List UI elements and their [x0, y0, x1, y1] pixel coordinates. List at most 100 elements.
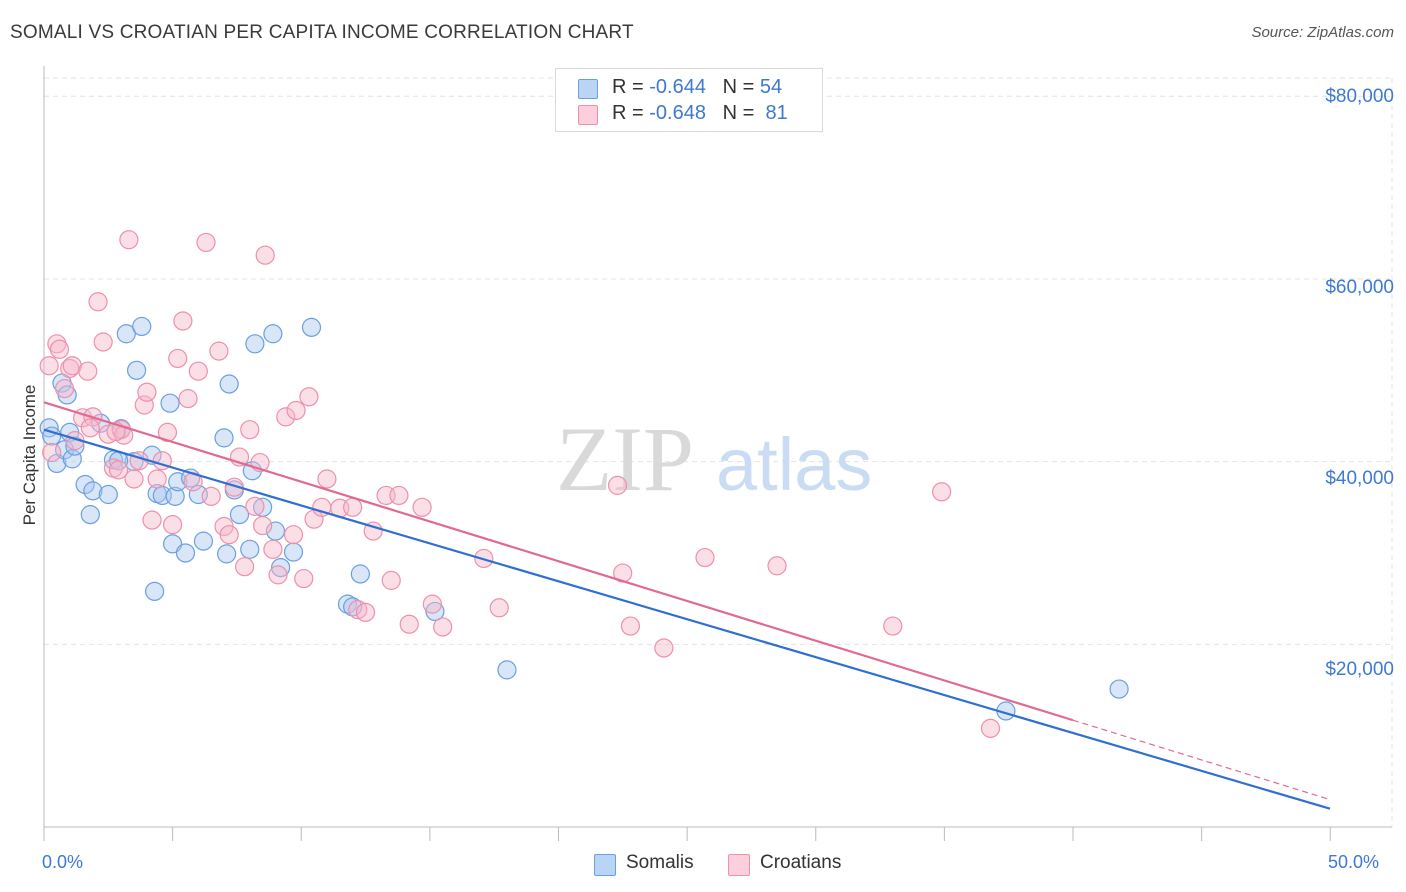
data-point-croatians [620, 616, 641, 636]
data-point-croatians [283, 525, 304, 545]
y-tick-label: $20,000 [1325, 659, 1394, 680]
legend-n-label: N = [722, 102, 760, 124]
data-point-croatians [39, 356, 59, 376]
data-point-croatians [348, 600, 368, 620]
data-point-croatians [108, 460, 129, 480]
data-point-croatians [363, 521, 383, 541]
data-point-croatians [163, 515, 183, 535]
data-point-somalis [126, 360, 147, 380]
source-label: Source: ZipAtlas.com [1251, 24, 1394, 41]
legend-n-value: 81 [759, 102, 788, 124]
y-axis-label: Per Capita Income [20, 384, 39, 526]
watermark-atlas: atlas [716, 423, 872, 506]
data-point-somalis [144, 581, 165, 601]
y-tick-label: $80,000 [1325, 86, 1394, 107]
data-point-somalis [283, 542, 304, 562]
data-point-somalis [1109, 679, 1129, 699]
legend-swatch-somalis [594, 854, 616, 876]
grid-lines [44, 77, 1393, 827]
legend-r-label: R = [612, 76, 650, 98]
data-point-somalis [217, 544, 237, 564]
legend-r-value: -0.644 [649, 76, 706, 98]
data-point-croatians [124, 469, 144, 489]
y-tick-label: $40,000 [1325, 468, 1394, 489]
data-point-somalis [132, 316, 152, 337]
data-point-croatians [980, 718, 1001, 738]
trend-line-croatians [43, 401, 1074, 722]
data-point-croatians [654, 638, 674, 658]
watermark-zip: ZIP [556, 408, 694, 510]
data-point-croatians [399, 614, 419, 634]
x-tick-label-max: 50.0% [1328, 852, 1380, 872]
data-point-croatians [286, 400, 306, 421]
data-point-croatians [168, 348, 188, 369]
legend-row-somalis: R = -0.644 N = 54 [578, 76, 782, 100]
data-point-somalis [425, 601, 445, 622]
data-point-croatians [129, 451, 149, 471]
correlation-legend: R = -0.644 N = 54 R = -0.648 N = 81 [555, 68, 823, 132]
data-point-croatians [422, 594, 442, 614]
data-point-croatians [188, 361, 208, 381]
data-point-croatians [42, 442, 62, 463]
data-point-somalis [168, 472, 188, 492]
data-point-croatians [381, 570, 401, 590]
data-point-croatians [932, 482, 952, 502]
data-point-somalis [214, 428, 234, 448]
axes [43, 66, 1392, 841]
data-point-croatians [607, 475, 628, 495]
data-point-somalis [263, 324, 283, 344]
data-point-somalis [337, 594, 358, 614]
data-point-croatians [489, 598, 509, 618]
data-point-somalis [219, 374, 239, 394]
data-point-croatians [245, 496, 265, 516]
data-point-croatians [883, 616, 903, 636]
data-point-croatians [695, 547, 715, 568]
data-point-croatians [255, 245, 275, 265]
data-point-croatians [235, 557, 255, 577]
data-point-somalis [83, 481, 103, 501]
y-tick-label: $60,000 [1325, 277, 1394, 298]
legend-r-value: -0.648 [649, 102, 706, 124]
data-point-croatians [389, 485, 409, 506]
data-point-croatians [343, 497, 363, 517]
data-point-somalis [160, 393, 180, 413]
data-point-croatians [433, 617, 453, 637]
data-point-croatians [767, 556, 787, 576]
data-point-croatians [355, 602, 376, 622]
data-point-somalis [175, 543, 196, 563]
data-point-somalis [229, 505, 250, 525]
data-point-croatians [317, 469, 337, 489]
data-point-somalis [98, 484, 118, 505]
x-tick-label-min: 0.0% [42, 852, 84, 872]
data-point-croatians [80, 418, 100, 438]
data-point-croatians [240, 420, 260, 440]
legend-row-croatians: R = -0.648 N = 81 [578, 102, 788, 126]
data-point-somalis [65, 436, 85, 456]
data-point-somalis [75, 474, 95, 495]
data-point-croatians [253, 515, 273, 536]
data-point-croatians [78, 361, 98, 381]
data-point-croatians [142, 510, 162, 530]
data-point-somalis [497, 660, 517, 680]
data-point-somalis [271, 557, 291, 578]
legend-label-somalis: Somalis [626, 852, 694, 873]
data-point-croatians [119, 230, 139, 250]
data-point-croatians [224, 477, 244, 497]
data-point-croatians [173, 311, 193, 331]
data-point-croatians [54, 378, 75, 399]
data-point-somalis [193, 531, 214, 551]
legend-r-label: R = [612, 102, 650, 124]
data-point-croatians [196, 232, 216, 253]
data-point-croatians [93, 332, 113, 352]
data-point-croatians [299, 387, 319, 407]
data-point-croatians [98, 424, 118, 444]
watermark: ZIP atlas [556, 408, 872, 510]
legend-label-croatians: Croatians [760, 852, 842, 873]
data-point-croatians [276, 407, 296, 427]
data-point-croatians [294, 568, 314, 589]
data-point-somalis [165, 486, 185, 506]
data-point-croatians [147, 469, 167, 489]
data-point-somalis [80, 505, 100, 525]
data-point-somalis [301, 317, 322, 337]
